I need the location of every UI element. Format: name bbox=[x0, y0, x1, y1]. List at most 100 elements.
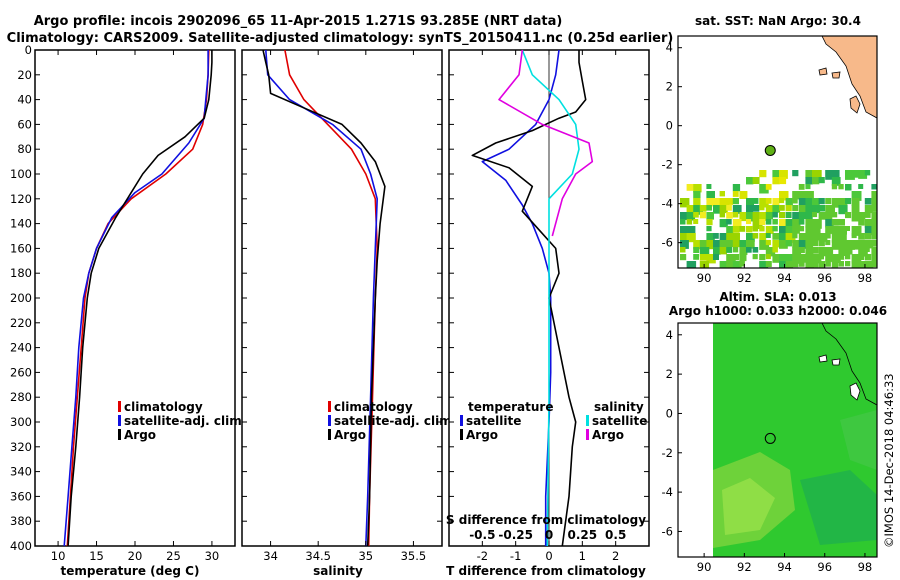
salinity-series-satellite-adj-clim bbox=[265, 49, 379, 547]
sst-cell bbox=[772, 240, 780, 248]
sst-cell bbox=[845, 226, 850, 231]
map-xtick-label: 94 bbox=[777, 271, 792, 285]
sst-cell bbox=[713, 240, 721, 248]
sst-map-ticks: 90 92 94 96 98 4 2 0 -2 -4 -6 bbox=[662, 41, 873, 285]
sst-cell bbox=[732, 191, 739, 197]
salinity-xticks: 34 34.5 35 35.5 bbox=[242, 49, 442, 563]
sst-cell bbox=[693, 205, 703, 215]
sst-cell bbox=[706, 191, 715, 200]
sst-cell bbox=[785, 212, 792, 218]
sst-cell bbox=[812, 205, 821, 214]
sst-cell bbox=[838, 261, 844, 267]
figure-title-line2: Climatology: CARS2009. Satellite-adjuste… bbox=[7, 31, 674, 46]
sst-cell bbox=[871, 219, 877, 228]
sst-cell bbox=[825, 198, 832, 205]
sst-cell bbox=[805, 191, 814, 200]
sst-cell bbox=[845, 184, 852, 191]
sst-cell bbox=[864, 170, 871, 176]
difference-xtick-label: -1 bbox=[510, 549, 521, 563]
sst-cell bbox=[779, 191, 789, 201]
sst-cell bbox=[838, 226, 847, 235]
sst-cell bbox=[732, 261, 742, 268]
sst-cell bbox=[719, 191, 725, 197]
sst-map-argo-marker bbox=[764, 144, 776, 156]
sst-cell bbox=[765, 254, 771, 260]
sst-cell bbox=[719, 261, 728, 268]
sst-cell bbox=[792, 254, 802, 264]
sst-map-title: sat. SST: NaN Argo: 30.4 bbox=[695, 14, 861, 28]
sst-cell bbox=[746, 247, 752, 253]
sst-map-frame bbox=[677, 35, 878, 269]
depth-ytick-label: 180 bbox=[10, 266, 32, 280]
sst-cell bbox=[838, 184, 844, 190]
sst-cell bbox=[706, 184, 712, 189]
sst-cell bbox=[864, 198, 872, 205]
legend-s-satellite-swatch bbox=[586, 415, 589, 426]
legend-climatology-swatch bbox=[118, 401, 121, 412]
salinity-xtick-label: 35.5 bbox=[401, 549, 427, 563]
sst-cell bbox=[686, 226, 696, 235]
sst-cell bbox=[680, 247, 686, 253]
depth-ytick-label: 20 bbox=[17, 68, 32, 82]
sst-cell bbox=[858, 184, 864, 189]
sst-cell bbox=[831, 261, 839, 268]
difference-panel: -2 -1 0 1 2 -0.5 -0.25 0 0.25 0.5 S difference f… bbox=[446, 49, 650, 578]
sst-cell bbox=[779, 219, 787, 227]
sst-cell bbox=[838, 205, 848, 215]
sst-cell bbox=[831, 226, 841, 235]
sst-cell bbox=[719, 247, 727, 255]
temperature-legend: climatology satellite-adj. clim. Argo bbox=[118, 400, 246, 442]
sst-cell bbox=[752, 177, 760, 184]
sst-cell bbox=[726, 205, 732, 211]
sst-cell bbox=[680, 226, 688, 234]
map-xtick-label: 90 bbox=[697, 271, 712, 285]
sst-cell bbox=[713, 205, 722, 214]
sst-cell bbox=[772, 212, 778, 218]
sst-cell bbox=[693, 247, 700, 253]
map-xtick-label: 96 bbox=[817, 271, 832, 285]
temperature-series-argo bbox=[67, 50, 213, 547]
sst-cell bbox=[871, 184, 877, 190]
sst-cell bbox=[746, 205, 754, 213]
sal-legend-argo-label: Argo bbox=[334, 428, 366, 442]
s-difference-ticks: -0.5 -0.25 0 0.25 0.5 bbox=[469, 528, 626, 542]
sst-cell bbox=[752, 219, 763, 229]
sst-cell bbox=[765, 205, 776, 215]
sst-cell bbox=[759, 233, 767, 240]
sst-cell bbox=[818, 254, 824, 260]
map-ytick-label: 4 bbox=[666, 328, 673, 342]
sst-cell bbox=[706, 205, 712, 211]
sst-cell bbox=[693, 198, 701, 206]
sst-cell bbox=[818, 247, 828, 257]
sst-cell bbox=[765, 240, 771, 246]
sst-cell bbox=[739, 226, 746, 232]
sst-cell bbox=[746, 212, 756, 222]
sst-cell bbox=[759, 254, 766, 261]
sst-cell bbox=[726, 254, 736, 264]
sst-cell bbox=[739, 212, 749, 222]
sst-cell bbox=[680, 240, 689, 249]
sst-cell bbox=[732, 254, 740, 261]
depth-ytick-label: 220 bbox=[10, 316, 32, 330]
sst-cell bbox=[693, 254, 699, 260]
sst-cell bbox=[699, 254, 707, 261]
sal-legend-climatology-swatch bbox=[328, 401, 331, 412]
sst-cell bbox=[845, 254, 851, 260]
sst-cell bbox=[851, 226, 862, 236]
sst-cell bbox=[726, 212, 733, 219]
difference-series-salinity-satellite bbox=[521, 49, 580, 547]
legend-climatology-label: climatology bbox=[124, 400, 203, 414]
sst-cell bbox=[798, 233, 807, 241]
sst-cell bbox=[719, 240, 730, 250]
sst-cell bbox=[805, 212, 813, 220]
sla-map-cells bbox=[713, 410, 877, 548]
difference-xtick-label: -2 bbox=[477, 549, 488, 563]
s-difference-tick-label: 0.5 bbox=[605, 528, 626, 542]
sst-cell bbox=[693, 184, 702, 193]
difference-xtick-label: 1 bbox=[579, 549, 586, 563]
sst-cell bbox=[785, 233, 796, 243]
sst-cell bbox=[871, 254, 877, 262]
sst-cell bbox=[792, 170, 799, 177]
sst-cell bbox=[838, 240, 846, 248]
sst-cell bbox=[739, 254, 747, 262]
